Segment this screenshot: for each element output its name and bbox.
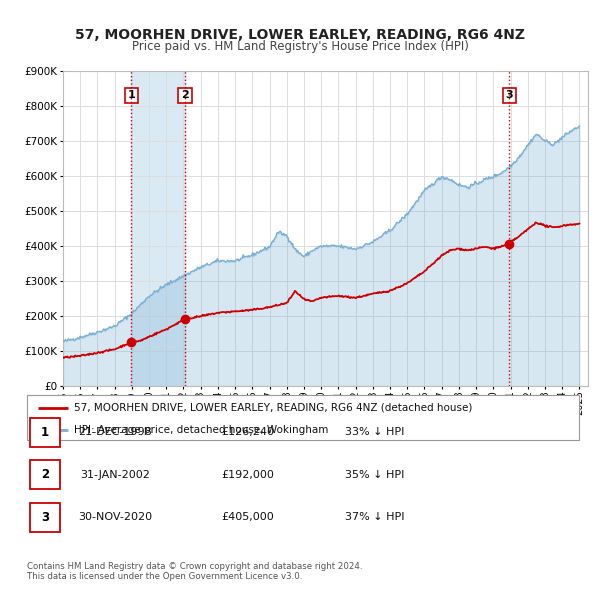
Text: £126,240: £126,240 <box>221 427 274 437</box>
Text: 21-DEC-1998: 21-DEC-1998 <box>79 427 152 437</box>
Text: 1: 1 <box>41 425 49 439</box>
Text: Price paid vs. HM Land Registry's House Price Index (HPI): Price paid vs. HM Land Registry's House … <box>131 40 469 53</box>
Text: 1: 1 <box>127 90 135 100</box>
Text: HPI: Average price, detached house, Wokingham: HPI: Average price, detached house, Woki… <box>74 425 328 435</box>
Text: 2: 2 <box>41 468 49 481</box>
FancyBboxPatch shape <box>27 395 579 440</box>
Text: 2: 2 <box>181 90 189 100</box>
Text: This data is licensed under the Open Government Licence v3.0.: This data is licensed under the Open Gov… <box>27 572 302 581</box>
FancyBboxPatch shape <box>30 503 60 532</box>
Text: 31-JAN-2002: 31-JAN-2002 <box>80 470 150 480</box>
Text: 57, MOORHEN DRIVE, LOWER EARLEY, READING, RG6 4NZ: 57, MOORHEN DRIVE, LOWER EARLEY, READING… <box>75 28 525 42</box>
Text: £405,000: £405,000 <box>221 512 274 522</box>
Bar <box>131 71 185 386</box>
Text: 3: 3 <box>41 510 49 524</box>
Text: 57, MOORHEN DRIVE, LOWER EARLEY, READING, RG6 4NZ (detached house): 57, MOORHEN DRIVE, LOWER EARLEY, READING… <box>74 403 472 412</box>
Text: 30-NOV-2020: 30-NOV-2020 <box>78 512 152 522</box>
Text: £192,000: £192,000 <box>221 470 274 480</box>
Text: 35% ↓ HPI: 35% ↓ HPI <box>345 470 404 480</box>
FancyBboxPatch shape <box>30 460 60 489</box>
Text: 33% ↓ HPI: 33% ↓ HPI <box>345 427 404 437</box>
Text: Contains HM Land Registry data © Crown copyright and database right 2024.: Contains HM Land Registry data © Crown c… <box>27 562 362 571</box>
Text: 3: 3 <box>505 90 513 100</box>
FancyBboxPatch shape <box>30 418 60 447</box>
Text: 37% ↓ HPI: 37% ↓ HPI <box>345 512 404 522</box>
